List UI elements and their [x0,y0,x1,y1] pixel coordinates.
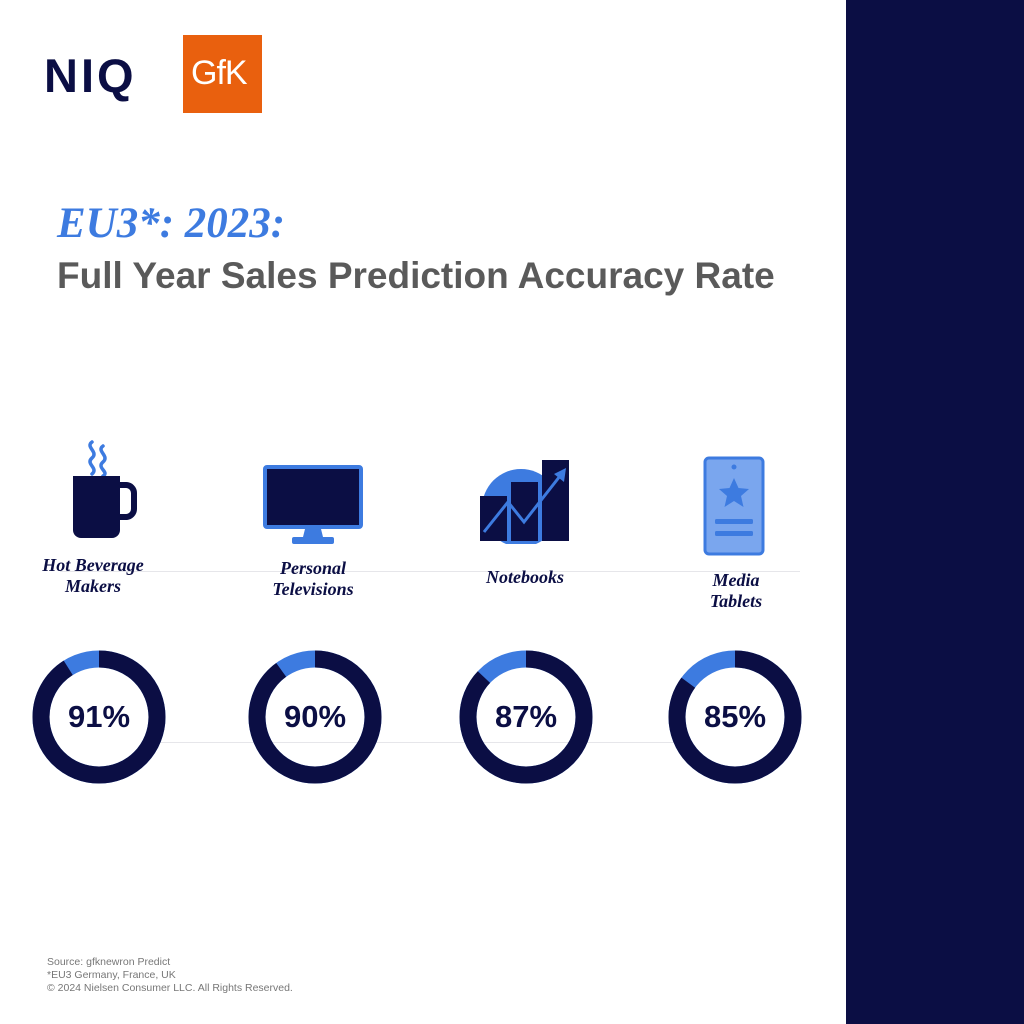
category-label-hot-beverage-makers: Hot Beverage Makers [42,555,144,596]
donut-value-arc [668,650,802,784]
side-panel [846,0,1024,1024]
divider-bottom [160,742,680,743]
television-icon [263,465,363,544]
footer-copyright: © 2024 Nielsen Consumer LLC. All Rights … [47,982,293,994]
donut-value-arc [32,650,166,784]
value-label: 85% [703,699,767,734]
donut-hot-beverage-makers: 91% [31,649,167,785]
divider-top [60,571,800,572]
tablet-star-icon [703,456,765,556]
donut-notebooks: 87% [458,649,594,785]
donut-value-arc [459,650,593,784]
footer-source: Source: gfknewron Predict [47,956,171,968]
gfk-logo: GfK [183,35,262,113]
donut-value-arc [248,650,382,784]
value-label: 90% [283,699,347,734]
niq-logo: NIQ [44,49,137,102]
donut-personal-televisions: 90% [247,649,383,785]
donut-media-tablets: 85% [667,649,803,785]
growth-chart-icon [480,460,569,544]
value-label: 87% [494,699,558,734]
gfk-logo-text: GfK [191,54,248,92]
footer: Source: gfknewron Predict *EU3 Germany, … [47,956,293,995]
footer-note: *EU3 Germany, France, UK [47,969,176,981]
coffee-mug-icon [73,440,137,538]
chart-title: EU3*: 2023: [57,200,286,247]
chart-subtitle: Full Year Sales Prediction Accuracy Rate [57,255,775,296]
category-label-notebooks: Notebooks [486,567,564,587]
category-label-media-tablets: Media Tablets [709,570,763,611]
value-label: 91% [67,699,131,734]
category-label-personal-televisions: Personal Televisions [272,558,354,599]
